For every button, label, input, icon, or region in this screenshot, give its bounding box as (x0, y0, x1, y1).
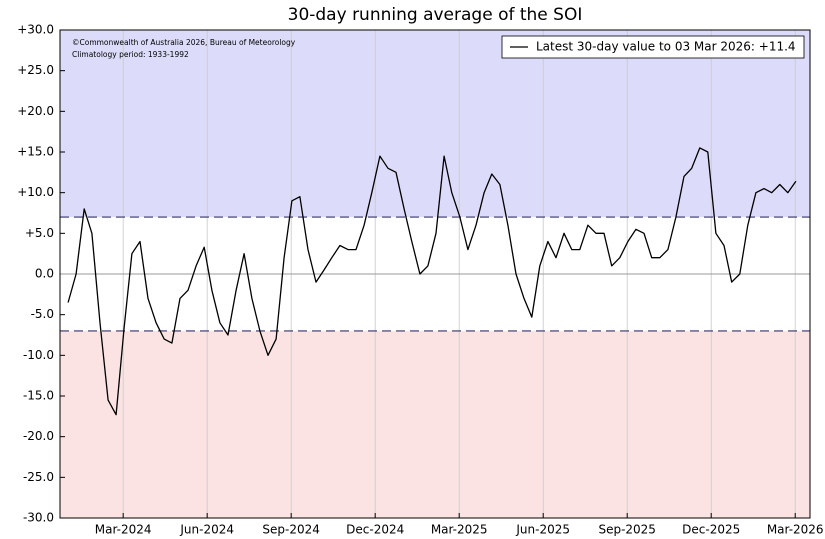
y-tick-label: +15.0 (17, 145, 54, 159)
series-line (67, 147, 797, 416)
chart-title: 30-day running average of the SOI (288, 5, 583, 25)
y-tick-label: +10.0 (17, 185, 54, 199)
y-tick-label: -25.0 (23, 470, 54, 484)
lower-region (60, 330, 810, 518)
legend-label: Latest 30-day value to 03 Mar 2026: +11.… (536, 40, 796, 54)
x-tick-label: Sep-2024 (262, 523, 320, 537)
plot-frame (59, 29, 811, 519)
x-tick-label: Jun-2024 (179, 523, 234, 537)
legend-box (501, 35, 805, 59)
x-tick-label: Jun-2025 (515, 523, 570, 537)
y-tick-label: -20.0 (23, 429, 54, 443)
y-tick-label: +30.0 (17, 23, 54, 37)
y-tick-label: -15.0 (23, 389, 54, 403)
y-tick-label: -30.0 (23, 511, 54, 525)
x-tick-label: Mar-2024 (95, 523, 152, 537)
y-tick-label: +20.0 (17, 104, 54, 118)
annotation: ©Commonwealth of Australia 2026, Bureau … (72, 38, 296, 47)
upper-region (60, 30, 810, 218)
x-tick-label: Sep-2025 (598, 523, 656, 537)
y-tick-label: +25.0 (17, 63, 54, 77)
y-tick-label: -10.0 (23, 348, 54, 362)
annotation: Climatology period: 1933-1992 (72, 50, 189, 59)
y-tick-label: +5.0 (25, 226, 54, 240)
x-tick-label: Dec-2025 (682, 523, 740, 537)
x-tick-label: Dec-2024 (346, 523, 404, 537)
y-tick-label: 0.0 (35, 267, 54, 281)
x-tick-label: Mar-2025 (431, 523, 488, 537)
y-tick-label: -5.0 (31, 307, 54, 321)
x-tick-label: Mar-2026 (767, 523, 824, 537)
